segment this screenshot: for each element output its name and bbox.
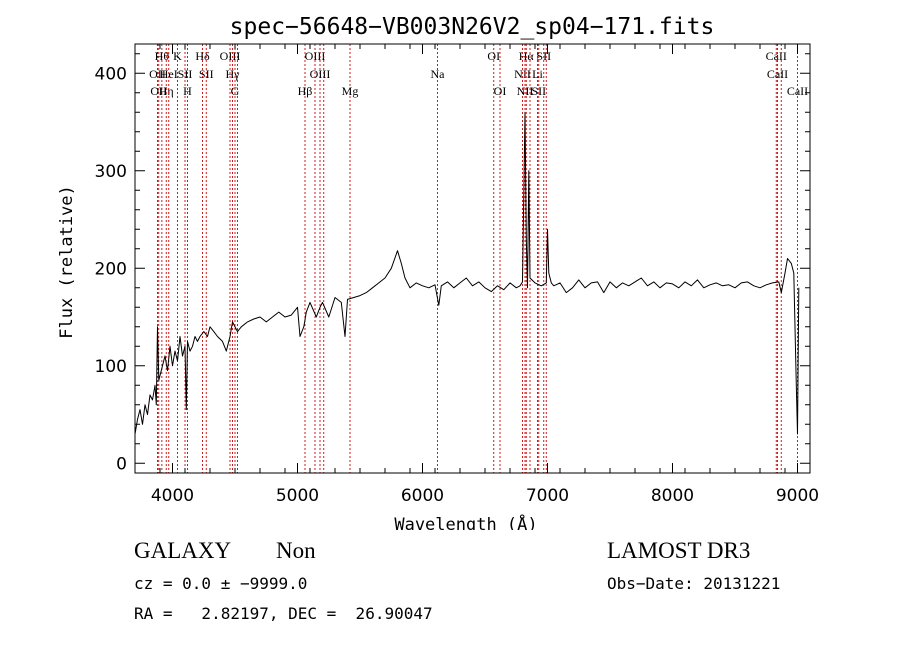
spectral-line-label: NII [517,84,534,98]
spectral-line-label: SII [531,84,546,98]
spectral-line-label: SII [199,67,214,81]
y-axis-label: Flux (relative) [57,185,77,339]
x-tick-label: 9000 [776,486,819,506]
x-axis-label: Wavelength (Å) [394,513,537,530]
spectral-line-label: Li [532,67,543,81]
chart-title: spec−56648−VB003N26V2_sp04−171.fits [230,14,715,40]
plot-frame [134,43,811,474]
x-tick-label: 5000 [276,486,319,506]
spectral-line-label: OII [150,84,167,98]
y-tick-label: 300 [95,162,127,182]
y-tick-label: 100 [95,357,127,377]
spectral-line-label: SII [536,49,551,63]
spectral-line-label: H [183,84,192,98]
y-tick-label: 0 [116,454,127,474]
spectral-line-label: SII [178,67,193,81]
spectral-line-label: Hδ [195,49,210,63]
spectral-line-label: NII [514,67,531,81]
redshift-text: cz = 0.0 ± −9999.0 [134,574,308,593]
spectral-line-label: Hθ [155,49,170,63]
spectral-line-label: Hβ [298,84,313,98]
spectral-line-label: CaII [766,49,787,63]
object-class: GALAXY [134,538,232,563]
spectral-line-label: CaII [787,84,808,98]
x-tick-label: 4000 [151,486,194,506]
x-tick-label: 7000 [526,486,569,506]
spectral-line-label: OIII [305,49,326,63]
spectral-line-label: K [173,49,182,63]
spectral-line-label: Na [431,67,446,81]
spectrum-series [134,111,800,435]
survey-label: LAMOST DR3 [607,538,751,563]
spectral-line-label: CaII [767,67,788,81]
spectral-line-label: OI [494,84,507,98]
obs-date-text: Obs−Date: 20131221 [607,574,781,593]
y-tick-label: 400 [95,64,127,84]
spectral-line-label: Hα [519,49,535,63]
x-tick-label: 6000 [401,486,444,506]
spectral-line-label: HeI [160,67,178,81]
axis-ticks: 4000 5000 6000 7000 8000 9000 0 100 200 300 400 [95,44,819,506]
object-subclass: Non [276,538,316,563]
spectral-line-label: Mg [342,84,359,98]
spectral-line-label: Hγ [226,67,241,81]
spectrum-line [134,111,800,435]
x-tick-label: 8000 [651,486,694,506]
spectral-line-label: OI [487,49,500,63]
spectral-line-label: Hη [159,84,174,98]
y-tick-label: 200 [95,259,127,279]
spectral-line-label: G [231,84,240,98]
ra-dec-text: RA = 2.82197, DEC = 26.90047 [134,604,433,623]
spectral-line-label: OIII [310,67,331,81]
